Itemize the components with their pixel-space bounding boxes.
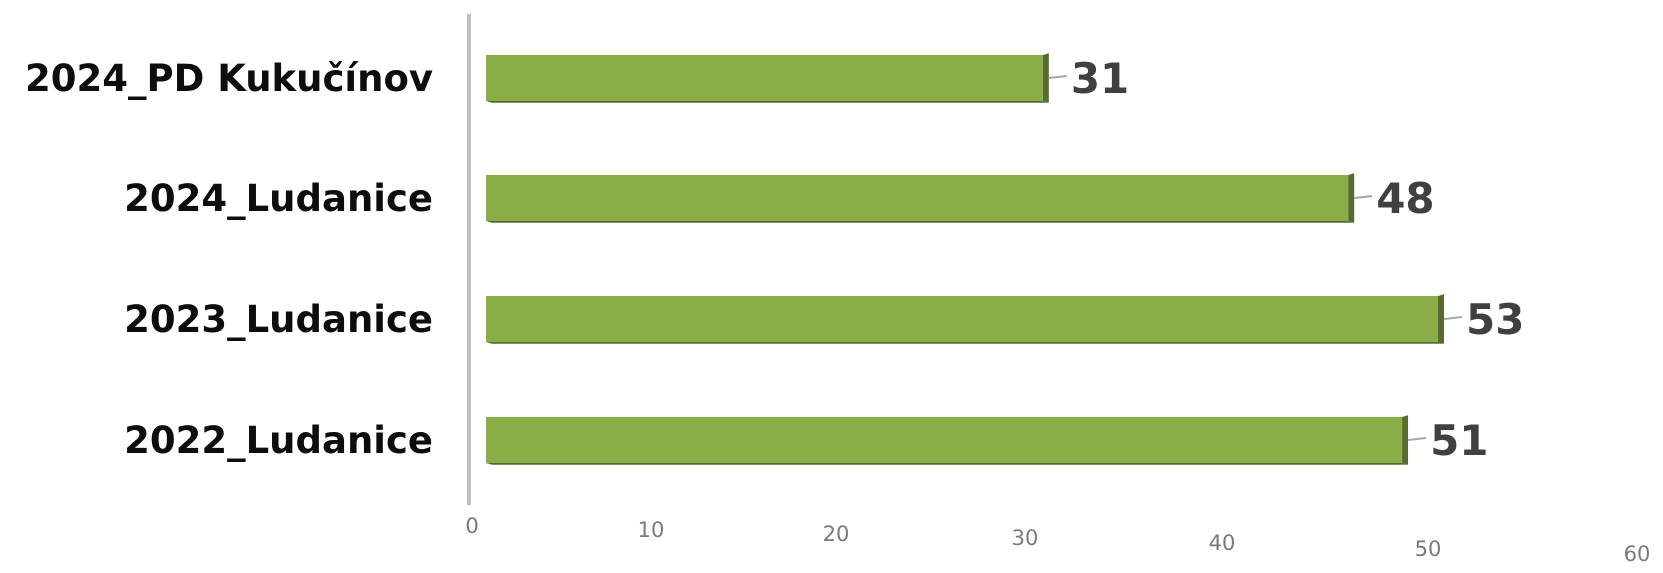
bar-2022-ludanice <box>486 417 1403 463</box>
data-label-3: 53 <box>1466 295 1524 344</box>
x-tick-label-0: 0 <box>465 514 478 538</box>
x-tick-label-40: 40 <box>1209 531 1236 555</box>
bar-side-1 <box>1042 53 1049 103</box>
data-label-4: 51 <box>1430 416 1488 465</box>
x-tick-label-30: 30 <box>1012 526 1039 550</box>
bar-2024-pd-kuku-nov <box>486 55 1043 101</box>
bar-side-3 <box>1438 294 1444 344</box>
data-label-leader-3 <box>1443 316 1463 320</box>
bars-group <box>486 53 1444 465</box>
data-label-leader-4 <box>1407 437 1427 441</box>
bar-side-4 <box>1402 415 1409 465</box>
data-label-2: 48 <box>1376 174 1434 223</box>
ticks-group: 0 10 20 30 40 50 60 <box>465 514 1650 566</box>
category-label-2024-pd-kuku-nov: 2024_PD Kukučínov <box>25 57 433 100</box>
data-label-leader-2 <box>1354 195 1373 199</box>
bar-side-2 <box>1348 173 1355 223</box>
data-label-leader-1 <box>1048 75 1067 79</box>
data-label-1: 31 <box>1071 54 1129 103</box>
bar-2023-ludanice <box>486 296 1438 342</box>
x-tick-label-10: 10 <box>638 518 665 542</box>
bar-bottom-2 <box>486 221 1355 223</box>
bar-bottom-3 <box>486 342 1444 344</box>
category-label-2024-ludanice: 2024_Ludanice <box>124 177 433 220</box>
x-tick-label-60: 60 <box>1624 542 1651 566</box>
x-tick-label-50: 50 <box>1415 537 1442 561</box>
category-label-2023-ludanice: 2023_Ludanice <box>124 298 433 341</box>
labels-group: 31 2024_PD Kukučínov 48 2024_Ludanice 53 2023… <box>25 54 1524 465</box>
bar-bottom-4 <box>486 463 1409 465</box>
bar-2024-ludanice <box>486 175 1349 221</box>
x-tick-label-20: 20 <box>823 522 850 546</box>
category-label-2022-ludanice: 2022_Ludanice <box>124 419 433 462</box>
bar-bottom-1 <box>486 101 1049 103</box>
